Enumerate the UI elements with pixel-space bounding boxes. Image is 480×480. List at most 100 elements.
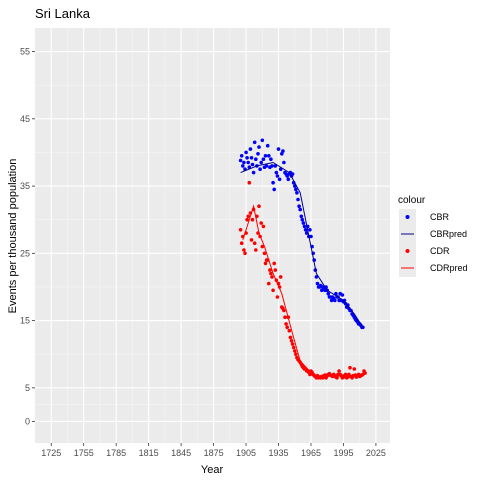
series-layer [238,138,367,380]
cdr-point [278,275,283,279]
cdr-point [239,241,244,245]
cdr-point [287,328,292,333]
cdr-point [271,288,275,293]
cbr-point [302,224,307,229]
y-tick-label: 45 [20,114,30,124]
cdr-point [273,268,278,272]
cbr-point [294,187,298,192]
cbr-legend-point [405,215,410,219]
cbr-point [260,138,265,143]
major-gridlines [35,28,390,443]
cdr-point [242,248,246,252]
cbr-point [258,167,262,171]
cdr-point [249,238,254,242]
cbr-point [282,160,286,165]
cbr-point [259,160,264,165]
cbr-point [299,214,304,219]
cbr-point [301,221,306,225]
cbrpred-legend-label: CBRpred [430,229,467,239]
cbr-point [265,143,270,148]
cdr-point [270,275,274,279]
cdr-point [293,349,297,353]
cdr-point [282,308,286,313]
y-axis-title: Events per thousand population [7,159,19,314]
cdr-legend-point [405,249,410,253]
cbr-point [308,228,312,232]
x-tick-label: 1815 [139,448,159,458]
cdr-point [272,261,277,266]
cbr-point [242,160,246,165]
cbr-point [272,187,277,192]
cbr-point [303,228,308,232]
cdr-point [263,261,268,266]
plot-panel [35,28,390,443]
cbr-point [295,191,299,195]
cbr-point [275,174,280,178]
cdrpred-line [242,204,366,377]
cdr-point [348,365,352,370]
x-tick-label: 1875 [204,448,224,458]
y-tick-label: 35 [20,181,30,191]
cbr-point [277,177,282,182]
cdr-point [252,241,257,245]
cbr-point [245,156,249,160]
cbr-point [254,157,258,161]
cbr-point [290,172,295,176]
cdr-point [291,345,296,350]
minor-gridlines [34,28,390,443]
cbr-point [246,160,250,165]
cbr-point [315,281,320,286]
cbr-point [256,152,260,156]
cbr-point [286,177,291,182]
cbr-point [274,170,279,175]
cdr-point [243,251,247,256]
x-tick-label: 1785 [106,448,126,458]
cdr-point [261,224,266,229]
cdr-point [284,322,288,326]
x-tick-label: 1845 [171,448,191,458]
x-tick-label: 1755 [74,448,94,458]
cdr-point [294,352,298,357]
cdr-point [257,204,261,208]
cbr-point [271,180,275,185]
cdr-point [268,268,272,272]
cbr-point [298,207,303,212]
cbr-point [250,162,255,167]
legend-title: colour [398,195,426,206]
cdr-point [283,315,287,320]
cdr-point [335,376,339,380]
cdr-point [288,335,293,340]
cbr-point [269,157,273,161]
cdr-point [245,217,249,222]
cdrpred-legend-label: CDRpred [430,263,468,273]
cbr-point [263,154,268,158]
cbr-legend-label: CBR [430,212,450,222]
cbr-point [241,164,245,168]
x-axis-title: Year [201,464,224,476]
cbr-point [267,154,271,158]
cbr-point [251,170,256,175]
cdr-point [259,221,264,225]
cbr-point [297,204,301,208]
cdr-legend-label: CDR [430,246,450,256]
cdr-point [363,371,367,375]
cdr-point [275,295,280,299]
cdr-point [269,271,273,276]
cbr-point [261,157,266,161]
x-tick-label: 1905 [236,448,256,458]
x-tick-label: 1995 [333,448,353,458]
cdr-point [289,339,294,343]
y-tick-label: 55 [20,47,30,57]
cbr-point [249,156,254,160]
x-tick-label: 1965 [301,448,321,458]
cbr-point [296,197,300,202]
cdr-point [285,325,290,330]
cdr-point [343,372,348,377]
cbr-point [270,164,274,168]
cbr-point [252,140,257,145]
cbr-point [248,147,253,151]
cbr-point [247,165,252,169]
cdr-point [247,180,252,185]
y-tick-label: 0 [25,416,30,426]
